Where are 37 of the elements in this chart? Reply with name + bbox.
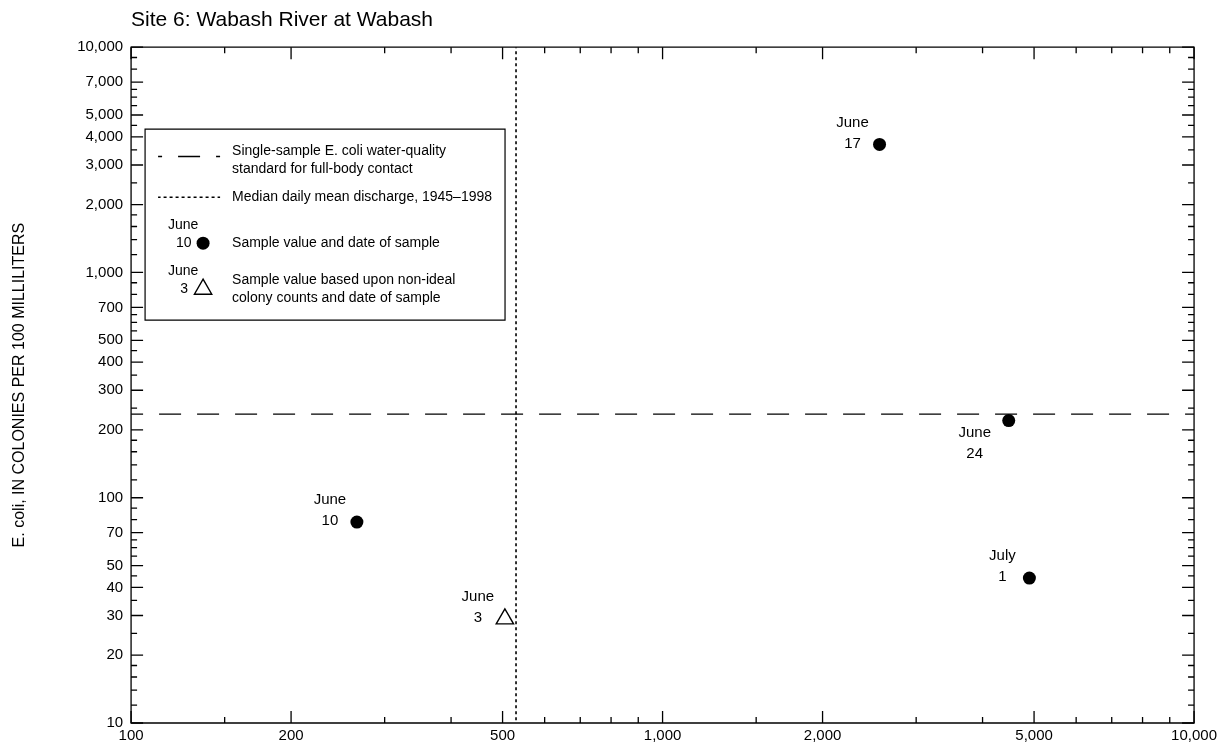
legend-label: Sample value based upon non-ideal colony counts and date of sample <box>232 271 456 306</box>
ref-line-label: Median daily mean discharge, 1945–1998 <box>232 188 493 205</box>
annotation: June 10 <box>167 216 199 251</box>
annotation: June 24 <box>958 422 991 461</box>
y-tick-label: 2,000 <box>85 194 124 212</box>
y-tick-label: 400 <box>98 352 124 370</box>
y-tick-label: 100 <box>98 487 124 505</box>
y-tick-label: 7,000 <box>85 72 124 90</box>
legend-label: Single-sample E. coli water-quality standard for full-body contact <box>232 142 447 177</box>
y-tick-label: 30 <box>106 605 124 623</box>
legend-label: Sample value and date of sample <box>232 234 441 251</box>
y-tick-label: 300 <box>98 380 124 398</box>
x-tick-label: 200 <box>278 726 304 744</box>
annotation: June 3 <box>461 586 495 625</box>
x-tick-label: 10,000 <box>1171 726 1218 744</box>
x-tick-label: 1,000 <box>643 726 682 744</box>
y-tick-label: 3,000 <box>85 155 124 173</box>
y-tick-label: 50 <box>106 555 124 573</box>
y-tick-label: 40 <box>106 577 124 595</box>
chart-title: Site 6: Wabash River at Wabash <box>131 7 433 31</box>
x-tick-label: 2,000 <box>803 726 842 744</box>
y-axis-title: E. coli, IN COLONIES PER 100 MILLILITERS <box>10 222 28 548</box>
y-tick-label: 200 <box>98 420 124 438</box>
y-tick-label: 4,000 <box>85 126 124 144</box>
y-tick-label: 20 <box>106 645 124 663</box>
y-tick-label: 10,000 <box>77 37 124 55</box>
y-tick-label: 500 <box>98 330 124 348</box>
y-tick-label: 70 <box>106 522 124 540</box>
y-tick-label: 5,000 <box>85 105 124 123</box>
annotation: July 1 <box>989 546 1017 585</box>
annotation: June 10 <box>313 490 347 529</box>
x-tick-label: 5,000 <box>1015 726 1053 744</box>
annotation: June 17 <box>836 112 869 151</box>
y-tick-label: 700 <box>98 297 124 315</box>
annotation: June 3 <box>167 262 199 297</box>
y-tick-label: 1,000 <box>85 262 124 280</box>
x-tick-label: 500 <box>490 726 516 744</box>
